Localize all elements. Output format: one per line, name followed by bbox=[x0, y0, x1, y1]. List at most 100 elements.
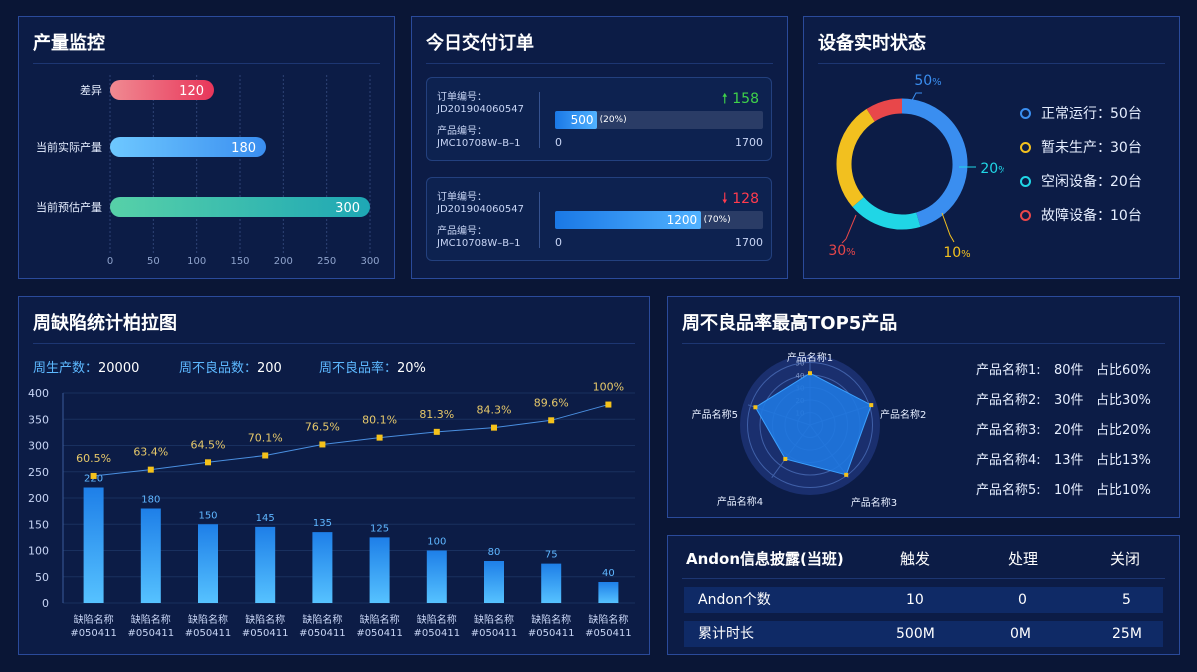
x-tick-label: 缺陷名称 bbox=[360, 613, 400, 626]
orders-panel: 今日交付订单 订单编号： JD201904060547 产品编号： JMC107… bbox=[411, 16, 788, 279]
leader-line bbox=[941, 212, 955, 243]
stat-defect-rate: 周不良品率：20% bbox=[319, 361, 426, 376]
x-tick-label: 缺陷名称 bbox=[531, 613, 571, 626]
cumulative-label: 84.3% bbox=[477, 404, 512, 417]
bar-value-label: 180 bbox=[231, 141, 256, 156]
cumulative-label: 76.5% bbox=[305, 420, 340, 433]
top5-ratio: 占比20% bbox=[1096, 423, 1151, 438]
bar bbox=[369, 537, 390, 603]
cumulative-point bbox=[262, 452, 269, 459]
production-panel: 产量监控 0 50 100 150 200 250 300 差异 120 当前实际产量 180 当前预… bbox=[18, 16, 395, 279]
stat-defect-count: 周不良品数：200 bbox=[179, 361, 282, 376]
top5-name: 产品名称3: bbox=[976, 423, 1041, 438]
radar-area bbox=[754, 372, 872, 476]
order-progress-fill bbox=[555, 111, 597, 129]
legend-dot bbox=[1020, 107, 1031, 119]
y-tick-label: 50 bbox=[35, 571, 49, 584]
x-tick-label: #050411 bbox=[585, 628, 632, 639]
x-tick-label: #050411 bbox=[528, 628, 575, 639]
pareto-chart: 0 50 100 150 200 250 300 350 400 220 缺陷名称 #050411 18… bbox=[28, 381, 635, 639]
order-progress-fill bbox=[555, 211, 701, 229]
x-tick-label: 缺陷名称 bbox=[474, 613, 514, 626]
equipment-panel: 设备实时状态 50% 20% 10% 30% 正常运行：50台 暂未生产：30台 空闲… bbox=[803, 16, 1180, 279]
bar bbox=[198, 524, 218, 603]
y-tick-label: 150 bbox=[28, 518, 49, 531]
radar-axis-label: 产品名称3 bbox=[851, 496, 897, 509]
cumulative-label: 63.4% bbox=[133, 446, 168, 459]
order-progress-value: 1200 bbox=[666, 213, 698, 227]
legend-item: 正常运行： 50台 bbox=[1020, 104, 1142, 124]
order-card[interactable]: 订单编号： JD201904060547 产品编号： JMC10708W–B–1… bbox=[426, 77, 772, 161]
leader-line bbox=[841, 214, 857, 244]
bar-value-label: 100 bbox=[427, 537, 446, 548]
x-tick-label: 50 bbox=[147, 256, 160, 267]
y-tick-label: 100 bbox=[28, 545, 49, 558]
x-tick-label: 300 bbox=[360, 256, 379, 267]
x-tick-label: #050411 bbox=[128, 628, 175, 639]
x-tick-label: #050411 bbox=[242, 628, 289, 639]
trend-value: 128 bbox=[732, 191, 759, 207]
bar-value-label: 150 bbox=[198, 510, 217, 521]
axis-max: 1700 bbox=[735, 136, 763, 149]
order-no: JD201904060547 bbox=[437, 204, 524, 215]
donut-slice bbox=[866, 98, 903, 122]
top5-count: 20件 bbox=[1054, 423, 1084, 438]
y-tick-label: 250 bbox=[28, 466, 49, 479]
legend-dot bbox=[1020, 209, 1031, 221]
slice-pct-label: 10% bbox=[943, 245, 970, 261]
andon-col-trigger: 触发 bbox=[900, 550, 931, 568]
legend-item: 故障设备： 10台 bbox=[1020, 206, 1142, 226]
cumulative-line bbox=[93, 404, 609, 477]
x-tick-label: #050411 bbox=[185, 628, 232, 639]
category-label: 差异 bbox=[80, 83, 102, 97]
top5-count: 30件 bbox=[1054, 393, 1084, 408]
bar-value-label: 120 bbox=[179, 84, 204, 99]
axis-min: 0 bbox=[555, 136, 562, 149]
cumulative-point bbox=[147, 466, 154, 473]
bar bbox=[541, 563, 562, 603]
trend-up: 🠕 158 bbox=[722, 88, 759, 112]
bar bbox=[484, 561, 504, 603]
cumulative-label: 70.1% bbox=[248, 431, 283, 444]
cumulative-point bbox=[433, 428, 440, 435]
pareto-title: 周缺陷统计柏拉图 bbox=[33, 313, 177, 334]
top5-title: 周不良品率最高TOP5产品 bbox=[682, 313, 898, 334]
top5-count: 10件 bbox=[1054, 483, 1084, 498]
top5-name: 产品名称1: bbox=[976, 363, 1041, 378]
production-chart: 0 50 100 150 200 250 300 差异 120 当前实际产量 180 当前预估产量 30… bbox=[36, 75, 380, 267]
x-tick-label: 缺陷名称 bbox=[588, 613, 628, 626]
order-card[interactable]: 订单编号： JD201904060547 产品编号： JMC10708W–B–1… bbox=[426, 177, 772, 261]
andon-panel: Andon信息披露(当班) 触发 处理 关闭 Andon个数 10 0 5 累计… bbox=[667, 535, 1180, 655]
radar-axis-label: 产品名称5 bbox=[692, 408, 738, 421]
donut-slice bbox=[901, 98, 968, 227]
bar-value-label: 80 bbox=[488, 547, 501, 558]
slice-pct-label: 20% bbox=[980, 161, 1004, 177]
cumulative-label: 60.5% bbox=[76, 452, 111, 465]
legend-item: 暂未生产： 30台 bbox=[1020, 138, 1142, 158]
y-tick-label: 300 bbox=[28, 440, 49, 453]
bar-value-label: 40 bbox=[602, 568, 615, 579]
top5-name: 产品名称4: bbox=[976, 453, 1041, 468]
cumulative-label: 64.5% bbox=[191, 438, 226, 451]
order-no: JD201904060547 bbox=[437, 104, 524, 115]
x-tick-label: 200 bbox=[274, 256, 293, 267]
bar bbox=[426, 550, 447, 603]
order-no-label: 订单编号： bbox=[437, 92, 487, 103]
x-tick-label: 缺陷名称 bbox=[417, 613, 457, 626]
donut-slice bbox=[852, 196, 921, 230]
top5-ratio: 占比30% bbox=[1096, 393, 1151, 408]
andon-col-close: 关闭 bbox=[1110, 550, 1141, 568]
bar-value-label: 300 bbox=[335, 201, 360, 216]
bar bbox=[110, 80, 214, 100]
radar-ring-label: 40 bbox=[796, 372, 805, 380]
bar bbox=[110, 197, 370, 217]
leader-line bbox=[908, 92, 922, 107]
trend-down: 🠗 128 bbox=[722, 188, 759, 212]
category-label: 当前预估产量 bbox=[36, 200, 102, 214]
cumulative-label: 81.3% bbox=[419, 408, 454, 421]
x-tick-label: #050411 bbox=[471, 628, 518, 639]
cumulative-point bbox=[491, 424, 497, 431]
radar-axis-label: 产品名称4 bbox=[717, 495, 763, 508]
andon-row-count: Andon个数 10 0 5 bbox=[684, 587, 1163, 613]
bar bbox=[312, 532, 333, 603]
